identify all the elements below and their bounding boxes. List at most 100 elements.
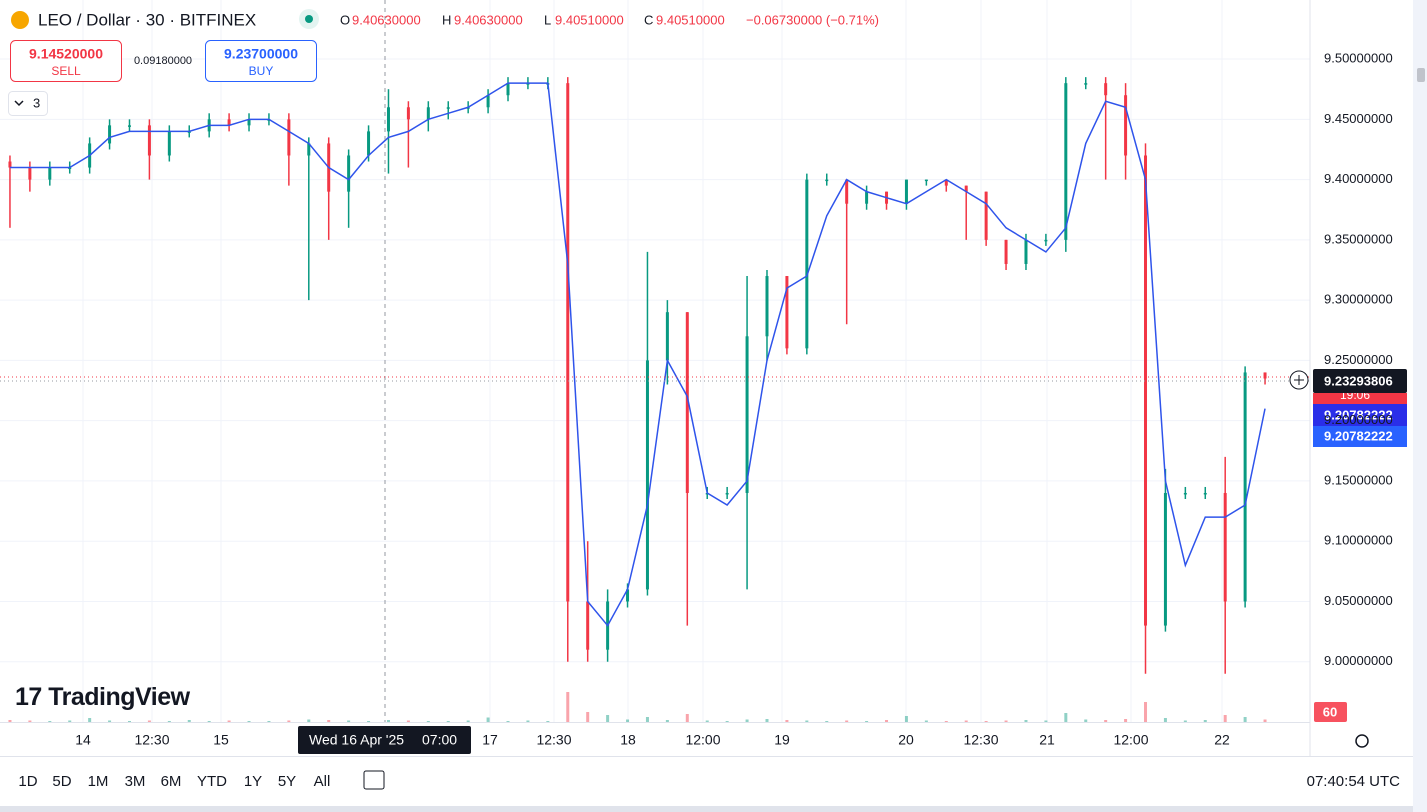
candle-body — [167, 131, 171, 156]
market-status-dot — [305, 15, 313, 23]
range-button[interactable]: 5D — [52, 773, 71, 790]
range-button[interactable]: 5Y — [278, 773, 296, 790]
volume-bar — [1044, 720, 1048, 722]
range-buttons: 1D 5D 1M 3M 6M YTD 1Y 5Y All — [18, 773, 330, 790]
volume-bar — [506, 721, 510, 722]
indicators-toggle[interactable] — [8, 91, 48, 116]
candle-body — [347, 155, 351, 192]
range-button[interactable]: 1Y — [244, 773, 262, 790]
candle-body — [944, 179, 948, 186]
volume-bar — [1004, 720, 1008, 722]
range-button[interactable]: 3M — [125, 773, 146, 790]
candle-body — [1243, 372, 1247, 602]
volume-bar — [327, 720, 331, 722]
range-button[interactable]: 1D — [18, 773, 37, 790]
candle-body — [1263, 372, 1267, 379]
candle-body — [1004, 239, 1008, 264]
y-tick-label: 9.10000000 — [1324, 533, 1393, 548]
date-range-icon[interactable] — [363, 770, 385, 790]
volume-bar — [207, 721, 211, 722]
volume-bar — [586, 712, 590, 722]
volume-bar — [785, 720, 789, 722]
candle-body — [566, 83, 570, 602]
last-price: 9.23293806 — [1324, 373, 1393, 388]
symbol-icon[interactable] — [11, 11, 29, 29]
candle-body — [446, 107, 450, 109]
volume-bar — [526, 720, 530, 722]
countdown-tag — [1313, 393, 1407, 407]
sell-price: 9.14520000 — [29, 46, 103, 62]
moving-average — [9, 82, 1266, 627]
volume-bar — [765, 719, 769, 722]
clock: 07:40:54 UTC — [1307, 773, 1401, 790]
y-tick-label: 9.05000000 — [1324, 593, 1393, 608]
candle-body — [745, 336, 749, 493]
candle-body — [1183, 492, 1187, 495]
x-tick-label: 14 — [75, 732, 91, 748]
bottom-border — [0, 806, 1413, 812]
x-tick-label: 12:30 — [536, 732, 571, 748]
x-tick-label: 22 — [1214, 732, 1230, 748]
buy-label: BUY — [249, 64, 274, 78]
candle-body — [108, 125, 112, 144]
volume-bar — [287, 720, 291, 722]
y-tick-label: 9.30000000 — [1324, 292, 1393, 307]
volume-bar — [705, 720, 709, 722]
ohlc-h-label: H — [442, 12, 451, 27]
logo[interactable]: 17 TradingView — [15, 683, 191, 711]
ohlc-l: 9.40510000 — [555, 12, 624, 27]
candle-body — [984, 191, 988, 240]
candle-body — [8, 161, 12, 168]
volume-bar — [566, 692, 570, 722]
volume-bar — [347, 720, 351, 722]
y-tick-label: 9.15000000 — [1324, 472, 1393, 487]
volume-bar — [446, 721, 450, 722]
candle-body — [865, 191, 869, 204]
sell-button[interactable] — [10, 40, 122, 82]
volume-bar — [546, 721, 550, 722]
x-tick-label: 12:30 — [134, 732, 169, 748]
ohlc-l-label: L — [544, 12, 551, 27]
volume-bar — [426, 721, 430, 722]
volume-bar — [466, 720, 470, 722]
scroll-handle[interactable] — [1417, 68, 1425, 82]
candle-body — [386, 107, 390, 132]
y-tick-label: 9.00000000 — [1324, 653, 1393, 668]
volume-bar — [167, 721, 171, 722]
volume-bar — [1183, 720, 1187, 722]
candle-body — [1084, 83, 1088, 85]
candle-body — [1203, 492, 1207, 495]
settings-icon[interactable] — [1355, 734, 1369, 748]
range-button[interactable]: All — [314, 773, 331, 790]
volume-bar — [1243, 717, 1247, 722]
candle-body — [1163, 492, 1167, 626]
volume-bar — [1203, 720, 1207, 722]
scrollbar[interactable] — [1413, 0, 1427, 812]
volume-bar — [1263, 719, 1267, 722]
last-price-tag — [1313, 369, 1407, 393]
range-button[interactable]: 1M — [88, 773, 109, 790]
ohlc-o: 9.40630000 — [352, 12, 421, 27]
x-tick-label: 19 — [774, 732, 790, 748]
range-button[interactable]: 6M — [161, 773, 182, 790]
candle-body — [1044, 239, 1048, 242]
ma-price-b: 9.20782222 — [1324, 428, 1393, 443]
volume-bar — [904, 716, 908, 722]
volume-bar — [805, 720, 809, 722]
candle-body — [825, 179, 829, 182]
candle-body — [506, 83, 510, 96]
candle-body — [127, 125, 131, 127]
buy-button[interactable] — [205, 40, 317, 82]
candle-body — [964, 185, 968, 192]
y-tick-label: 9.50000000 — [1324, 50, 1393, 65]
volume-bar — [685, 714, 689, 722]
candle-body — [1104, 83, 1108, 96]
indicators-count: 3 — [33, 95, 40, 110]
plus-icon — [1294, 375, 1304, 385]
symbol[interactable]: LEO / Dollar · 30 · BITFINEX — [38, 10, 256, 29]
candle-body — [406, 107, 410, 120]
volume-bar — [944, 721, 948, 722]
range-button[interactable]: YTD — [197, 773, 227, 790]
